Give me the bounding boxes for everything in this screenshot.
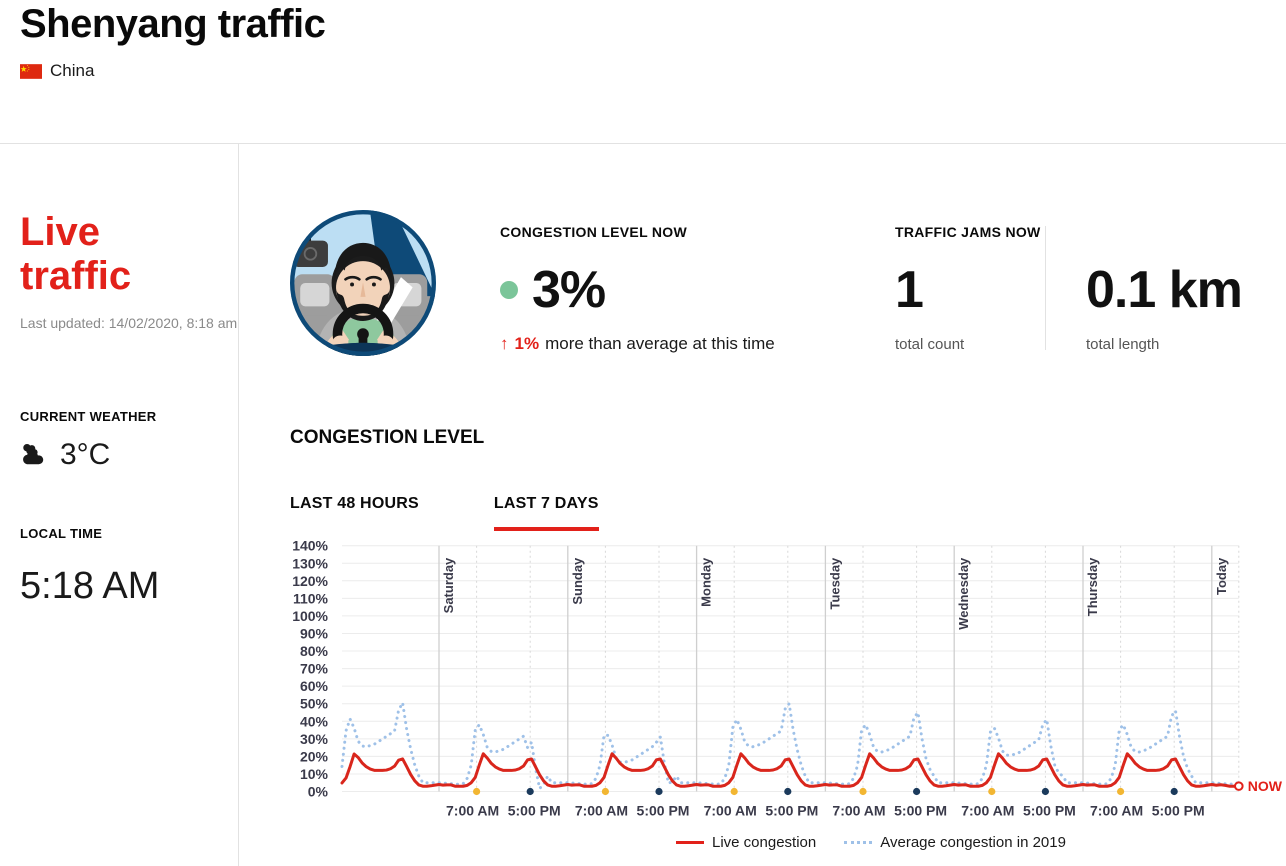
svg-text:Tuesday: Tuesday xyxy=(827,557,842,610)
svg-text:20%: 20% xyxy=(300,748,329,764)
svg-text:Sunday: Sunday xyxy=(570,557,585,605)
svg-text:10%: 10% xyxy=(300,766,329,782)
svg-text:7:00 AM: 7:00 AM xyxy=(832,803,885,819)
svg-text:5:00 PM: 5:00 PM xyxy=(894,803,947,819)
svg-text:5:00 PM: 5:00 PM xyxy=(1023,803,1076,819)
svg-text:7:00 AM: 7:00 AM xyxy=(446,803,499,819)
svg-text:Today: Today xyxy=(1214,557,1229,595)
svg-text:50%: 50% xyxy=(300,696,329,712)
svg-text:Saturday: Saturday xyxy=(441,557,456,613)
svg-text:7:00 AM: 7:00 AM xyxy=(961,803,1014,819)
svg-text:120%: 120% xyxy=(292,573,328,589)
svg-text:7:00 AM: 7:00 AM xyxy=(1090,803,1143,819)
svg-text:140%: 140% xyxy=(292,538,328,554)
svg-text:Thursday: Thursday xyxy=(1085,557,1100,616)
svg-text:5:00 PM: 5:00 PM xyxy=(1152,803,1205,819)
svg-text:70%: 70% xyxy=(300,661,329,677)
svg-text:7:00 AM: 7:00 AM xyxy=(575,803,628,819)
svg-text:30%: 30% xyxy=(300,731,329,747)
svg-text:130%: 130% xyxy=(292,555,328,571)
svg-text:Wednesday: Wednesday xyxy=(956,557,971,630)
svg-text:110%: 110% xyxy=(293,590,329,606)
svg-text:80%: 80% xyxy=(300,643,329,659)
svg-text:Monday: Monday xyxy=(699,557,714,607)
svg-text:100%: 100% xyxy=(292,608,328,624)
svg-text:90%: 90% xyxy=(300,625,329,641)
svg-text:NOW: NOW xyxy=(1248,778,1283,794)
svg-text:60%: 60% xyxy=(300,678,329,694)
svg-text:7:00 AM: 7:00 AM xyxy=(704,803,757,819)
svg-text:5:00 PM: 5:00 PM xyxy=(508,803,561,819)
svg-text:40%: 40% xyxy=(300,713,329,729)
svg-text:5:00 PM: 5:00 PM xyxy=(637,803,690,819)
svg-text:0%: 0% xyxy=(308,784,329,800)
svg-text:5:00 PM: 5:00 PM xyxy=(765,803,818,819)
